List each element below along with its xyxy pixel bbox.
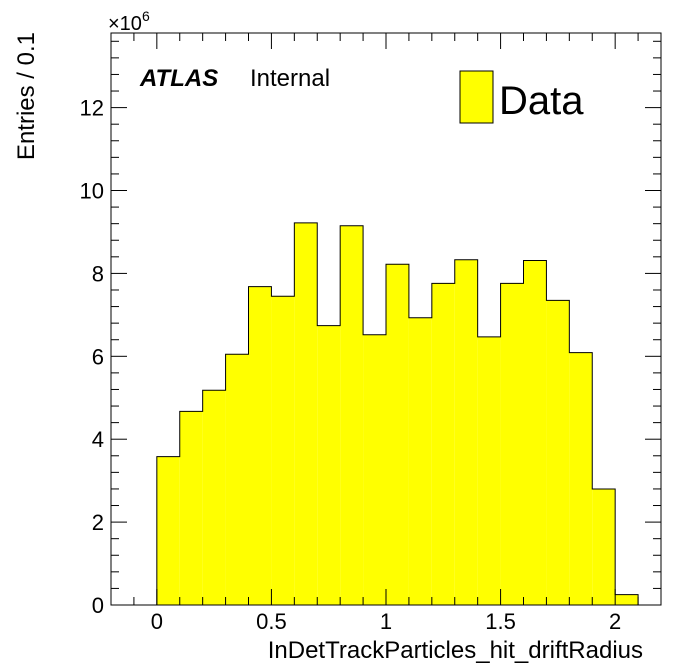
histogram-bar (179, 411, 203, 605)
x-tick-label: 1.5 (485, 609, 516, 634)
y-tick-label: 0 (92, 593, 104, 618)
histogram-bar (156, 456, 180, 605)
y-axis-multiplier: ×106 (108, 8, 150, 35)
histogram-bar (592, 488, 616, 605)
internal-label: Internal (250, 65, 330, 92)
histogram-bar (294, 222, 318, 605)
histogram-bars (156, 222, 639, 605)
y-axis-ticks: 0 2 4 6 8 10 12 (80, 40, 661, 618)
y-tick-label: 12 (80, 96, 104, 121)
x-tick-label: 1 (380, 609, 392, 634)
y-tick-label: 8 (92, 261, 104, 286)
atlas-label: ATLAS (139, 65, 218, 92)
histogram-bar (340, 225, 364, 605)
histogram-bar (271, 296, 295, 605)
histogram-outline (156, 222, 639, 605)
y-axis-label: Entries / 0.1 (13, 32, 40, 160)
x-axis-label: InDetTrackParticles_hit_driftRadius (268, 637, 643, 664)
histogram-bar (615, 594, 639, 605)
histogram-bar (363, 334, 386, 605)
y-tick-label: 10 (80, 179, 104, 204)
y-tick-label: 4 (92, 427, 104, 452)
x-tick-label: 2 (609, 609, 621, 634)
histogram-bar (569, 352, 593, 605)
histogram-bar (454, 259, 478, 605)
histogram-bar (431, 283, 455, 605)
histogram-bar (477, 336, 501, 605)
legend-swatch (459, 70, 494, 124)
y-tick-label: 2 (92, 510, 104, 535)
histogram-bar (500, 283, 524, 605)
x-tick-label: 0.5 (256, 609, 287, 634)
plot-frame (110, 32, 662, 606)
histogram-bar (317, 325, 341, 605)
x-tick-label: 0 (151, 609, 163, 634)
x-axis-ticks: 0 0.5 1 1.5 2 (110, 33, 662, 634)
histogram-bar (546, 300, 570, 605)
histogram-bar (408, 317, 432, 605)
legend: Data (459, 70, 584, 124)
histogram-bar (225, 354, 249, 605)
histogram-bar (202, 390, 226, 605)
histogram-bar (523, 260, 547, 605)
legend-label: Data (499, 79, 584, 123)
y-tick-label: 6 (92, 344, 104, 369)
histogram-bar (386, 264, 409, 605)
histogram-bar (248, 286, 272, 605)
